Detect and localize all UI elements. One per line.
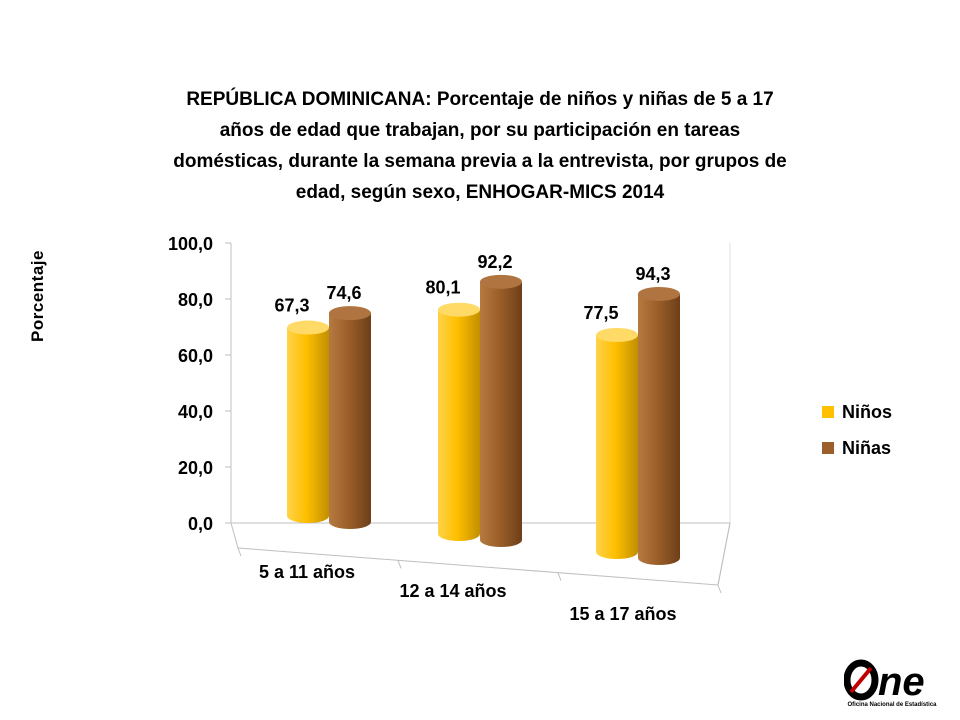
legend: Niños Niñas bbox=[822, 394, 892, 466]
x-tick-label: 12 a 14 años bbox=[399, 581, 506, 601]
bar-ninas-0 bbox=[329, 306, 371, 529]
x-tick-label: 5 a 11 años bbox=[259, 562, 355, 582]
bar-ninas-2 bbox=[638, 286, 680, 565]
bar-ninos-0 bbox=[287, 320, 329, 523]
bar-body bbox=[287, 327, 329, 523]
chart-title-line: años de edad que trabajan, por su partic… bbox=[219, 120, 741, 141]
bar-body bbox=[438, 309, 480, 541]
chart-title-line: REPÚBLICA DOMINICANA: Porcentaje de niño… bbox=[186, 89, 774, 110]
one-logo: ne Oficina Nacional de Estadística bbox=[844, 658, 940, 712]
x-tick bbox=[717, 584, 722, 594]
y-tick-label: 100,0 bbox=[168, 234, 213, 254]
y-tick-label: 20,0 bbox=[178, 458, 213, 478]
legend-swatch-ninos bbox=[822, 406, 834, 418]
chart-title: REPÚBLICA DOMINICANA: Porcentaje de niño… bbox=[150, 84, 810, 208]
legend-label-ninas: Niñas bbox=[842, 437, 892, 458]
data-label-ninos: 80,1 bbox=[425, 278, 460, 298]
bar-body bbox=[638, 293, 680, 565]
bar-top bbox=[638, 286, 680, 301]
bar-body bbox=[480, 281, 522, 547]
bar-ninos-2 bbox=[596, 328, 638, 559]
data-label-ninas: 74,6 bbox=[326, 283, 361, 303]
data-label-ninas: 92,2 bbox=[477, 252, 512, 272]
data-label-ninos: 67,3 bbox=[274, 296, 309, 316]
bars bbox=[287, 274, 680, 565]
x-tick bbox=[237, 547, 242, 557]
logo-word: ne bbox=[878, 660, 925, 702]
data-label-ninas: 94,3 bbox=[635, 264, 670, 284]
legend-item-ninos: Niños bbox=[822, 394, 892, 430]
logo-subtitle: Oficina Nacional de Estadística bbox=[847, 702, 937, 708]
legend-label-ninos: Niños bbox=[842, 401, 893, 422]
data-label-ninos: 77,5 bbox=[583, 303, 618, 323]
y-tick-label: 60,0 bbox=[178, 346, 213, 366]
bar-ninas-1 bbox=[480, 274, 522, 547]
labels: 0,0 20,0 40,0 60,0 80,0 100,0 5 a 11 años 12 a … bbox=[168, 234, 677, 624]
chart-title-line: domésticas, durante la semana previa a l… bbox=[173, 151, 787, 172]
bar-top bbox=[596, 328, 638, 342]
legend-item-ninas: Niñas bbox=[822, 430, 892, 466]
floor-right-edge bbox=[717, 522, 731, 586]
bar-top bbox=[329, 306, 371, 321]
bar-body bbox=[596, 335, 638, 559]
x-tick bbox=[557, 572, 562, 581]
bar-top bbox=[287, 320, 329, 335]
one-logo-icon: ne bbox=[844, 659, 925, 702]
axes bbox=[225, 242, 731, 594]
y-tick-label: 80,0 bbox=[178, 290, 213, 310]
y-tick-label: 0,0 bbox=[188, 514, 213, 534]
bar-top bbox=[438, 302, 480, 317]
bar-ninos-1 bbox=[438, 302, 480, 541]
x-tick bbox=[397, 560, 402, 569]
bar-top bbox=[480, 274, 522, 289]
bar-body bbox=[329, 313, 371, 529]
y-tick-label: 40,0 bbox=[178, 402, 213, 422]
x-tick-label: 15 a 17 años bbox=[569, 604, 676, 624]
chart-title-line: edad, según sexo, ENHOGAR-MICS 2014 bbox=[295, 182, 665, 203]
legend-swatch-ninas bbox=[822, 442, 834, 454]
